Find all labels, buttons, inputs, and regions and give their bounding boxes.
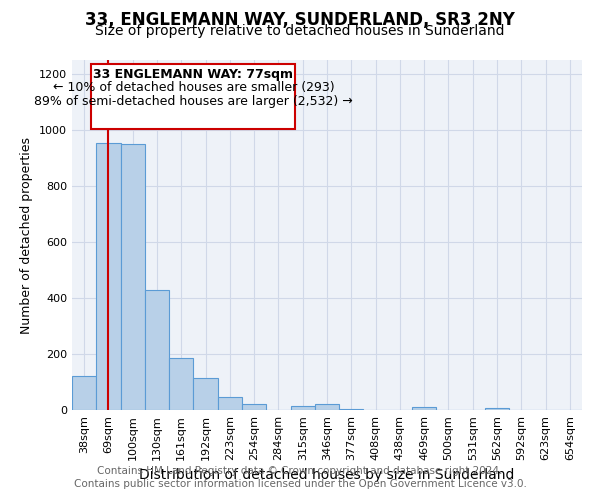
Bar [96,142,121,410]
Bar [242,404,266,410]
Bar [145,290,169,410]
Bar [169,358,193,410]
Text: Contains public sector information licensed under the Open Government Licence v3: Contains public sector information licen… [74,479,526,489]
Text: Size of property relative to detached houses in Sunderland: Size of property relative to detached ho… [95,24,505,38]
Bar [218,398,242,410]
Bar [121,144,145,410]
Bar [72,376,96,410]
Text: 33, ENGLEMANN WAY, SUNDERLAND, SR3 2NY: 33, ENGLEMANN WAY, SUNDERLAND, SR3 2NY [85,11,515,29]
Bar [290,406,315,410]
Text: Contains HM Land Registry data © Crown copyright and database right 2024.: Contains HM Land Registry data © Crown c… [97,466,503,476]
Text: ← 10% of detached houses are smaller (293): ← 10% of detached houses are smaller (29… [53,81,334,94]
Y-axis label: Number of detached properties: Number of detached properties [20,136,34,334]
Bar [339,408,364,410]
Text: 89% of semi-detached houses are larger (2,532) →: 89% of semi-detached houses are larger (… [34,95,353,108]
X-axis label: Distribution of detached houses by size in Sunderland: Distribution of detached houses by size … [139,468,515,482]
Bar [315,404,339,410]
Bar [193,378,218,410]
Bar [485,408,509,410]
Text: 33 ENGLEMANN WAY: 77sqm: 33 ENGLEMANN WAY: 77sqm [94,68,293,82]
Bar [412,407,436,410]
FancyBboxPatch shape [91,64,295,128]
